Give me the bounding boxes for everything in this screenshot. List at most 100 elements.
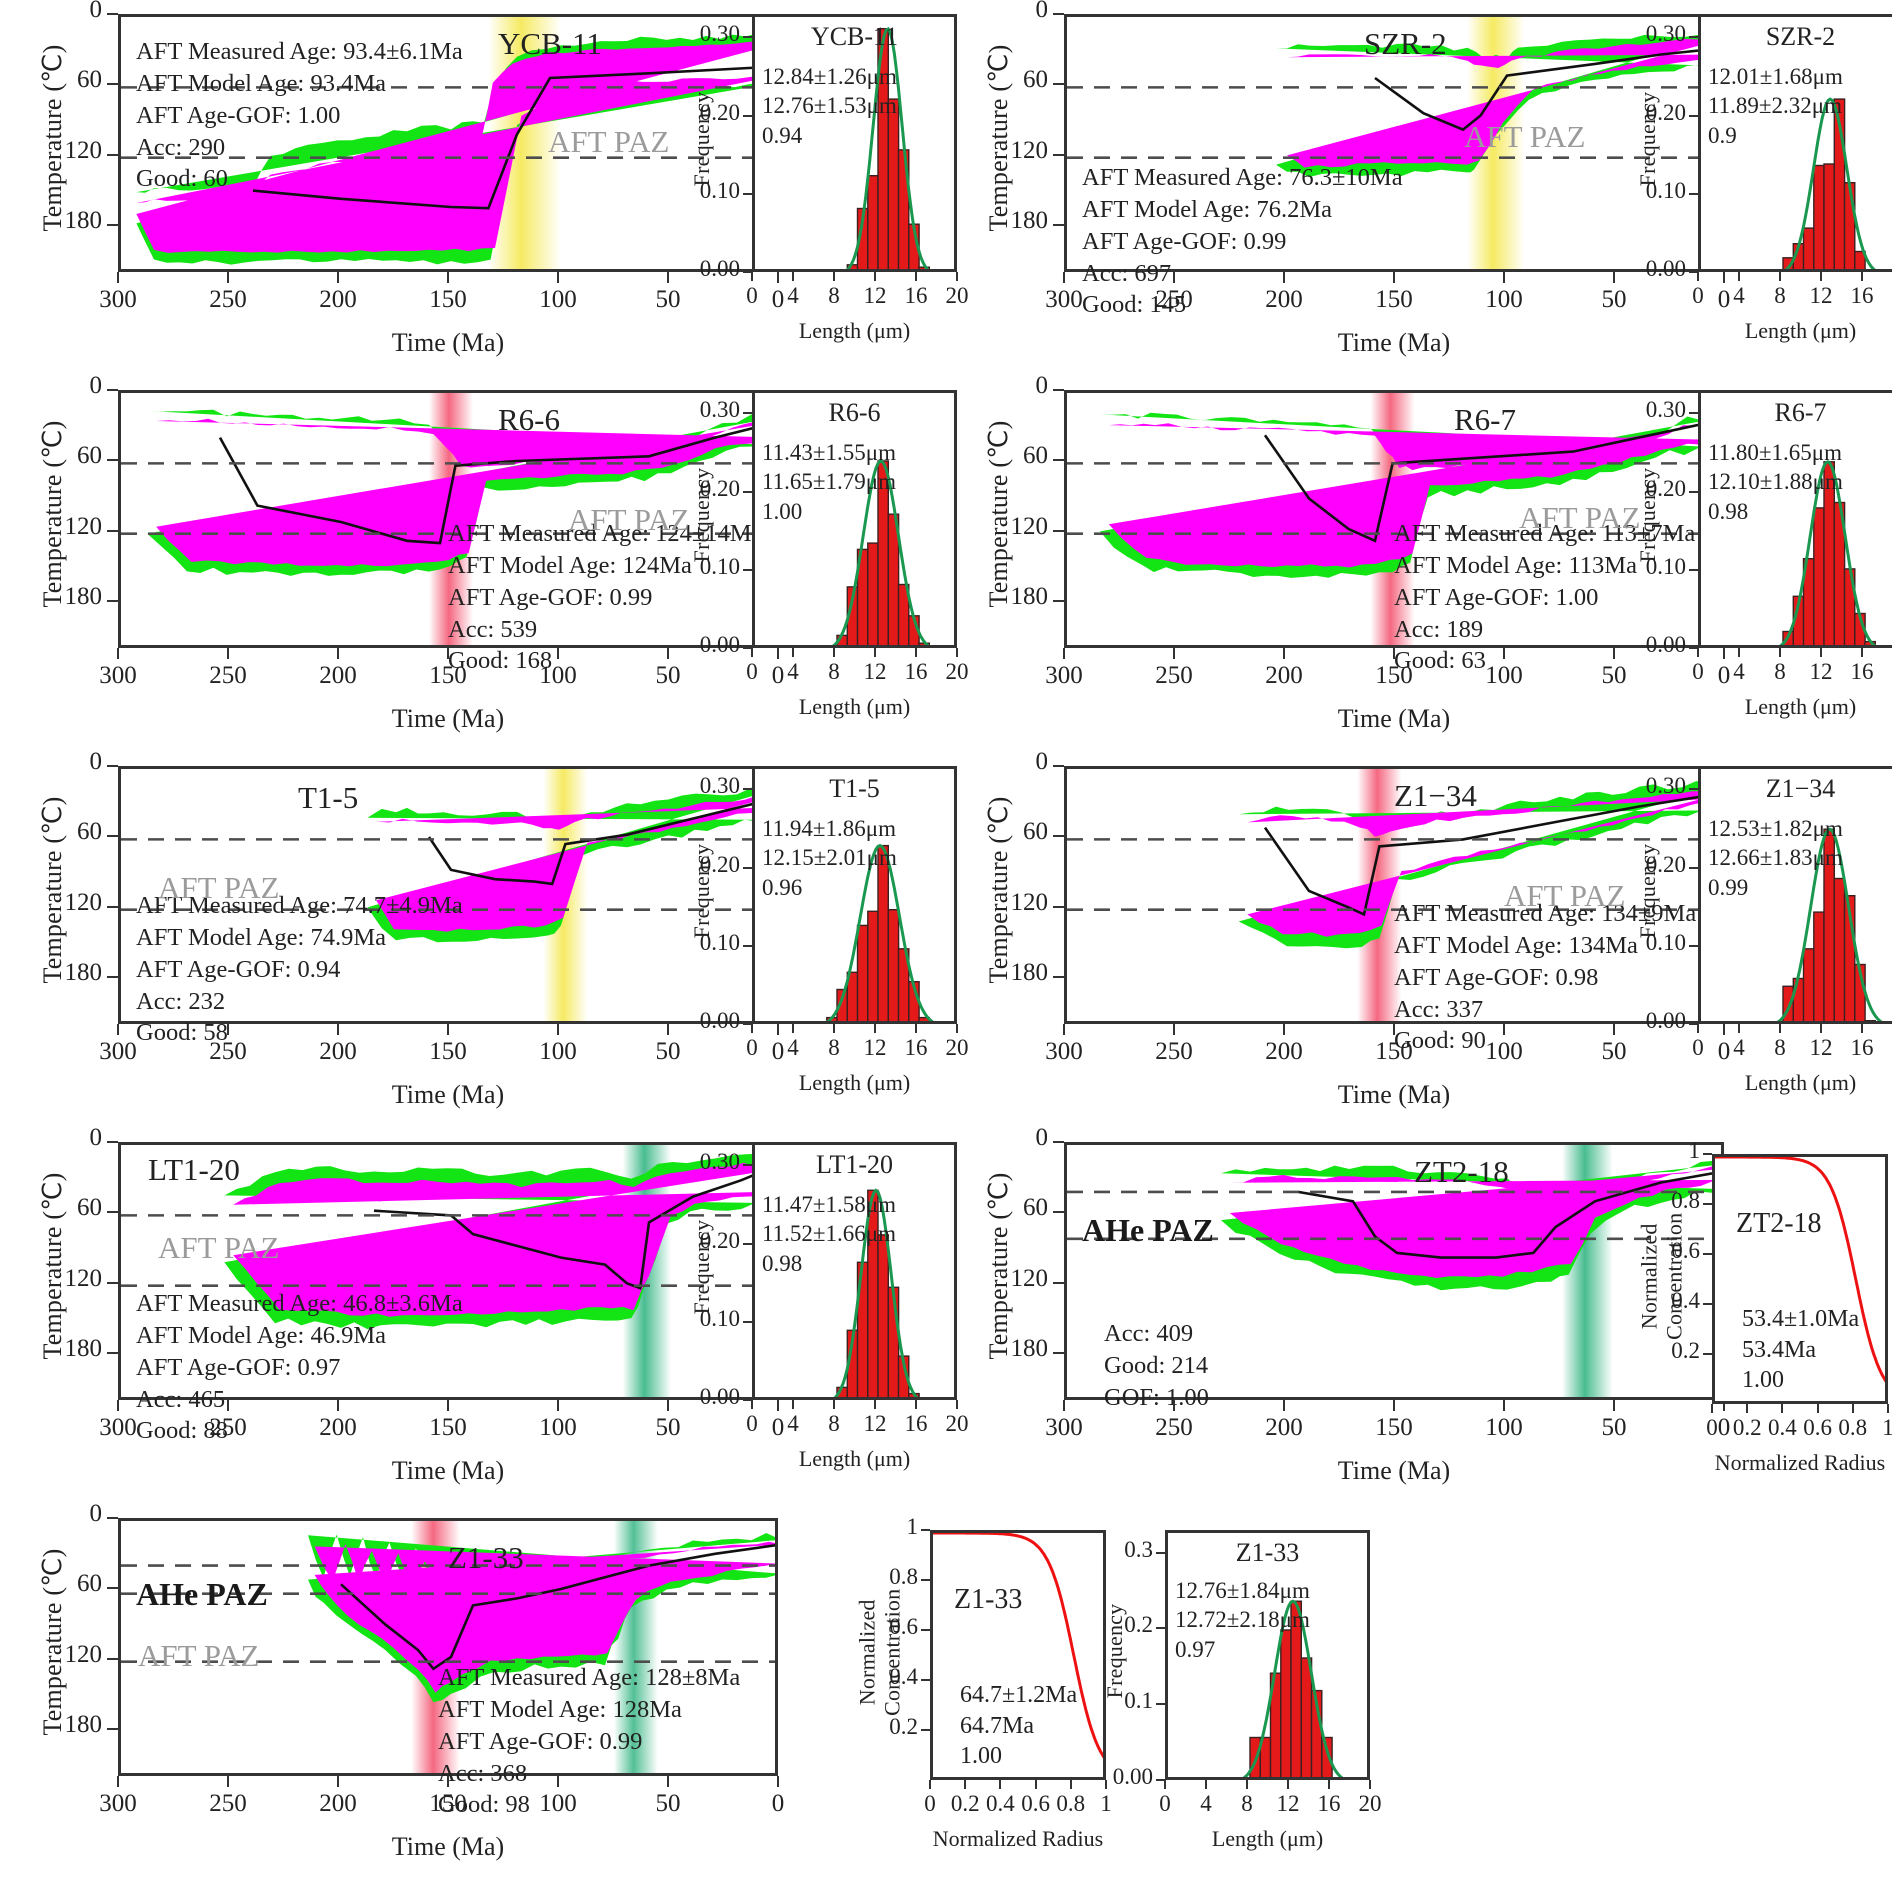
y-tick-label: 0 [1035,0,1049,23]
best-fit-path [1374,46,1721,132]
hist-stat-line-1: 11.52±1.66μm [762,1221,896,1247]
panel-title-R6-6: R6-6 [498,402,560,437]
hist-title-R6-7: R6-7 [1774,398,1827,427]
x-tickmark [337,1024,339,1035]
best-fit-path [340,1544,775,1671]
plot-canvas [1067,17,1721,269]
hist-stat-line-2: 0.99 [1708,874,1749,900]
hist-frame-R6-6 [752,390,957,648]
x-tick-label: 0.6 [1803,1415,1832,1440]
conc-stat-line-0: 53.4±1.0Ma [1742,1306,1860,1332]
hist-frame-LT1-20 [752,1142,957,1400]
plot-canvas [1779,460,1877,645]
x-axis-label: Length (μm) [1211,1826,1324,1851]
y-axis-label: Normalized Concentration [1637,1126,1688,1426]
x-axis-label: Length (μm) [1744,694,1857,719]
x-tick-label: 4 [787,283,799,308]
x-tickmark [777,1024,779,1035]
y-tickmark [1689,647,1698,649]
plot-frame-SZR-2 [1064,14,1724,272]
x-tick-label: 150 [429,286,467,313]
y-tick-label: 0.2 [889,1714,918,1739]
x-tickmark [956,1024,958,1033]
plot-frame-R6-7 [1064,390,1724,648]
y-tickmark [1053,905,1064,908]
hist-stat-line-2: 0.96 [762,874,803,900]
y-axis-label: Temperature (℃) [38,796,67,984]
y-tickmark [743,412,752,415]
conc-frame-Z1-33 [930,1530,1106,1780]
x-tickmark [667,1776,669,1787]
model-stat-line-2: AFT Age-GOF: 0.97 [136,1353,341,1381]
y-tick-label: 180 [1010,207,1049,235]
y-tickmark [743,36,752,39]
y-tick-label: 180 [64,959,103,987]
x-tick-label: 300 [99,1790,137,1817]
histogram-bar [1854,250,1866,269]
model-stat-line-1: AFT Model Age: 76.2Ma [1082,195,1332,223]
x-tick-label: 20 [1358,1791,1382,1816]
y-axis-label: Temperature (℃) [38,1172,67,1360]
x-tick-label: 8 [1774,283,1786,308]
x-axis-label: Length (μm) [798,1070,911,1095]
plot-canvas [832,459,931,645]
y-tickmark [107,1657,118,1660]
histogram-bar [887,513,900,645]
y-tickmark [107,905,118,908]
hist-title-T1-5: T1-5 [829,774,880,803]
x-tickmark [956,272,958,281]
x-tickmark [777,272,779,283]
y-tick-label: 0.30 [699,21,740,47]
x-tick-label: 50 [655,1038,681,1065]
x-tickmark [557,1400,559,1411]
x-tickmark [1328,1780,1330,1789]
x-tickmark [117,1024,119,1035]
x-tick-label: 0.4 [986,1791,1015,1816]
x-tickmark [1503,1400,1505,1411]
y-tickmark [1156,1627,1165,1630]
x-tick-label: 150 [429,662,467,689]
x-tick-label: 4 [1733,283,1745,308]
acceptable-fit-envelope [376,795,775,932]
hist-stat-line-0: 12.53±1.82μm [1708,816,1843,841]
y-tick-label: 0.30 [1645,773,1686,799]
conc-stat-line-1: 64.7Ma [960,1712,1034,1739]
x-tick-label: 0 [1692,659,1704,684]
y-tick-label: 60 [1023,442,1048,470]
x-tickmark [751,648,753,657]
x-tickmark [447,272,449,283]
y-tick-label: 0.10 [1645,929,1686,955]
x-tickmark [1738,648,1740,657]
x-tickmark [667,1024,669,1035]
x-tickmark [1779,648,1781,657]
conc-title-Z1-33: Z1-33 [954,1584,1023,1615]
model-stats-Z1-34: AFT Measured Age: 134±9Ma AFT Model Age: … [1394,898,1696,1057]
y-tick-label: 0.3 [1124,1536,1153,1562]
hist-stat-line-0: 11.43±1.55μm [762,440,896,465]
y-tickmark [107,153,118,156]
x-tick-label: 12 [863,283,887,308]
x-axis-label: Length (μm) [1744,318,1857,343]
y-tick-label: 120 [1010,1264,1049,1292]
histogram-bar [1813,164,1825,269]
x-tick-label: 0 [1717,286,1731,313]
x-tick-label: 300 [1045,1414,1083,1441]
y-tick-label: 120 [64,512,103,540]
y-axis-label: Frequency [689,843,714,939]
y-tickmark [1053,459,1064,462]
model-stat-line-4: Good: 98 [438,1791,530,1819]
he-concentration-curve [1715,1157,1885,1383]
x-tick-label: 0.6 [1021,1791,1050,1816]
x-tick-label: 100 [539,1038,577,1065]
x-tick-label: 0 [1706,1415,1718,1440]
y-tickmark [107,1728,118,1731]
hist-stat-line-0: 12.01±1.68μm [1708,64,1843,89]
x-tickmark [1164,1780,1166,1789]
y-axis-label: Frequency [1635,91,1660,187]
x-tickmark [1069,1780,1072,1789]
y-tickmark [743,114,752,117]
x-tick-label: 50 [655,286,681,313]
y-tick-label: 0.00 [699,1008,740,1033]
y-tick-label: 60 [1023,66,1048,94]
x-tickmark [777,648,779,659]
